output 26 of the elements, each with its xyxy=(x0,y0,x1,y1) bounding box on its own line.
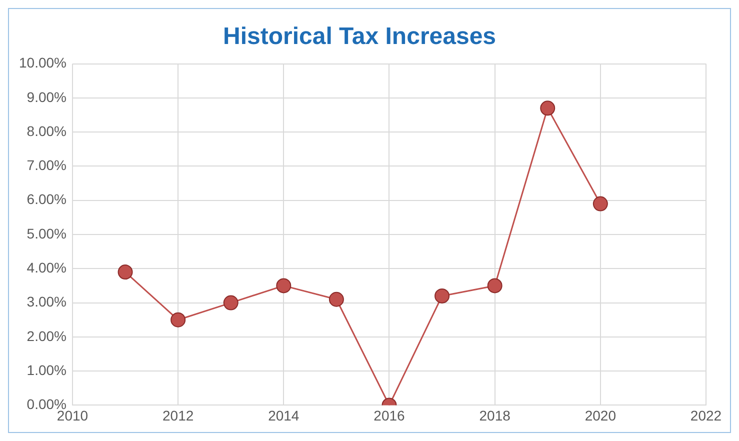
y-tick-label: 1.00% xyxy=(26,362,66,378)
point xyxy=(170,312,186,328)
y-tick-label: 7.00% xyxy=(26,157,66,174)
point xyxy=(276,278,292,294)
y-tick-label: 5.00% xyxy=(26,225,66,242)
x-tick-label: 2016 xyxy=(374,407,406,424)
point xyxy=(487,278,502,294)
x-tick-label: 2014 xyxy=(268,407,300,424)
y-tick-label: 2.00% xyxy=(26,328,66,344)
x-tick-label: 2012 xyxy=(162,407,194,424)
y-tick-label: 9.00% xyxy=(26,88,66,105)
y-tick-label: 3.00% xyxy=(26,294,66,310)
y-tick-label: 10.00% xyxy=(19,54,66,71)
chart-title: Historical Tax Increases xyxy=(222,23,496,50)
point xyxy=(118,264,133,280)
point xyxy=(434,288,450,304)
point xyxy=(223,295,238,310)
point xyxy=(592,196,608,212)
y-tick-label: 6.00% xyxy=(26,191,66,208)
x-tick-label: 2018 xyxy=(479,407,511,424)
x-tick-label: 2020 xyxy=(584,407,616,424)
y-tick-label: 4.00% xyxy=(26,260,66,276)
point xyxy=(328,292,344,307)
y-tick-label: 8.00% xyxy=(26,122,66,139)
x-tick-label: 2022 xyxy=(690,407,722,424)
point xyxy=(540,100,556,116)
